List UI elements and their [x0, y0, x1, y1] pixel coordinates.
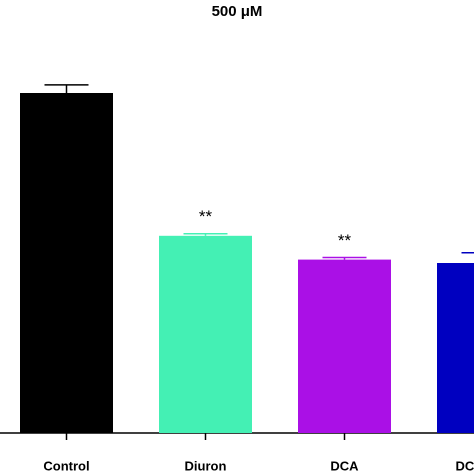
bar — [437, 263, 474, 433]
bar — [20, 93, 113, 433]
annotation: ** — [338, 231, 352, 250]
x-tick-label: Control — [43, 458, 89, 473]
x-tick-label: DC — [456, 458, 474, 473]
x-tick-label: Diuron — [185, 458, 227, 473]
bar — [159, 235, 252, 433]
annotation: ** — [199, 207, 213, 226]
chart-title: 500 μM — [212, 3, 263, 20]
x-tick-label: DCA — [330, 458, 359, 473]
bar — [298, 259, 391, 433]
